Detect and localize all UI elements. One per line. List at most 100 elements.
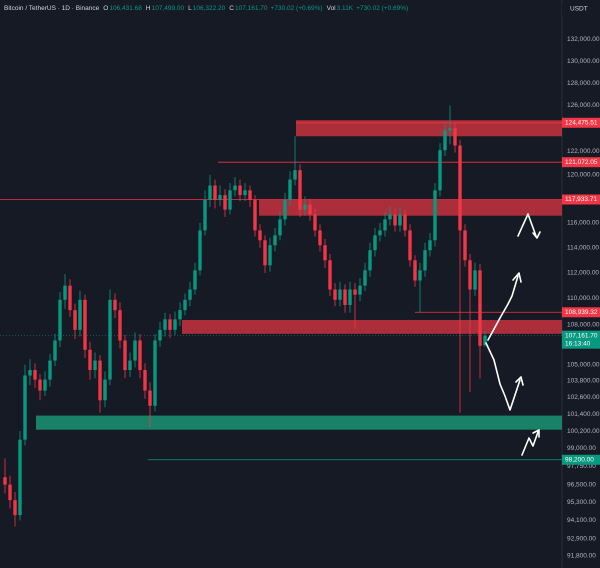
- candle-body: [278, 219, 282, 236]
- zone: [182, 319, 562, 334]
- candle-body: [198, 230, 202, 271]
- candle-body: [63, 285, 67, 300]
- arrow: [485, 342, 521, 411]
- y-tick-label: 126,000.00: [567, 102, 600, 109]
- candle-body: [163, 319, 167, 330]
- candle-body: [73, 310, 77, 330]
- candle-body: [188, 289, 192, 300]
- y-tick-label: 110,000.00: [567, 295, 599, 302]
- y-tick-label: 101,400.00: [567, 411, 600, 418]
- candle-body: [458, 145, 462, 231]
- currency-label: USDT: [570, 6, 588, 13]
- candle-body: [388, 214, 392, 220]
- y-tick-label: 91,800.00: [567, 552, 596, 559]
- levels-layer: [0, 122, 562, 461]
- y-tick-label: 130,000.00: [567, 58, 600, 65]
- candle-body: [8, 484, 12, 501]
- candle-body: [473, 270, 477, 290]
- candle-body: [408, 230, 412, 261]
- candle-body: [258, 230, 262, 241]
- price-axis: 132,000.00 130,000.00 128,000.00 126,000.00…: [562, 36, 600, 559]
- header-text: 107,499.00: [152, 5, 185, 12]
- candle-body: [423, 250, 427, 271]
- header-text: +730.02 (+0.69%): [271, 5, 323, 12]
- header-text: 106,431.68: [109, 5, 142, 12]
- candle-body: [253, 199, 257, 231]
- candle-body: [183, 299, 187, 311]
- candle-body: [353, 289, 357, 295]
- candle-body: [468, 260, 472, 290]
- candle-body: [358, 285, 362, 295]
- candle-body: [148, 390, 152, 406]
- candle-body: [168, 319, 172, 330]
- candle-body: [313, 214, 317, 231]
- candle-body: [158, 329, 162, 341]
- y-tick-label: 95,300.00: [567, 499, 596, 506]
- currency-box: [562, 2, 600, 15]
- candle-body: [143, 370, 147, 391]
- y-tick-label: 114,000.00: [567, 244, 599, 251]
- candle-body: [398, 214, 402, 226]
- candle-body: [13, 500, 17, 516]
- candle-body: [93, 360, 97, 371]
- level-label: 98,200.00: [565, 456, 594, 463]
- candle-body: [43, 379, 47, 391]
- candle-body: [178, 310, 182, 320]
- candle-body: [328, 260, 332, 290]
- candle-body: [203, 199, 207, 231]
- level-label-box: [562, 307, 600, 318]
- candle-body: [368, 250, 372, 271]
- level-label-box: [562, 117, 600, 128]
- y-tick-label: 100,200.00: [567, 428, 600, 435]
- candle-body: [433, 190, 437, 241]
- arrow-head: [532, 429, 540, 438]
- candle-body: [268, 245, 272, 266]
- level-label: 107,161.70: [565, 332, 598, 339]
- candle-body: [103, 379, 107, 401]
- candle-body: [428, 240, 432, 251]
- candle-body: [133, 340, 137, 361]
- candle-body: [343, 289, 347, 305]
- candle-body: [378, 230, 382, 236]
- header-text: 3.11K: [337, 5, 354, 12]
- candle-body: [138, 340, 142, 371]
- countdown-label: 16:13:40: [565, 340, 591, 347]
- candle-body: [318, 230, 322, 246]
- candle-body: [128, 360, 132, 371]
- y-tick-label: 94,100.00: [567, 517, 596, 524]
- candle-body: [453, 128, 457, 146]
- candle-body: [53, 340, 57, 361]
- candles-layer: [3, 105, 487, 527]
- arrow: [521, 431, 539, 456]
- arrow-head: [512, 272, 522, 283]
- candle-body: [483, 335, 487, 346]
- candle-body: [233, 185, 237, 191]
- candle-body: [438, 150, 442, 191]
- y-tick-label: 103,800.00: [567, 378, 600, 385]
- candle-body: [153, 340, 157, 406]
- candle-body: [113, 299, 117, 311]
- y-tick-label: 122,000.00: [567, 148, 600, 155]
- arrow: [517, 213, 537, 237]
- candle-body: [393, 214, 397, 226]
- y-tick-label: 128,000.00: [567, 80, 600, 87]
- header-text: L: [188, 5, 192, 12]
- candle-body: [373, 235, 377, 251]
- candle-body: [293, 170, 297, 180]
- candle-body: [58, 299, 62, 341]
- candle-body: [308, 204, 312, 215]
- candle-body: [228, 190, 232, 210]
- arrow: [487, 275, 519, 341]
- header-text: +730.02 (+0.69%): [356, 5, 408, 12]
- header-text: 107,161.70: [235, 5, 268, 12]
- header-text: O: [103, 5, 108, 12]
- zone: [36, 415, 562, 430]
- candle-body: [273, 235, 277, 246]
- arrow-head: [515, 376, 524, 386]
- candle-body: [3, 477, 7, 485]
- candle-body: [213, 185, 217, 200]
- candle-body: [98, 360, 102, 401]
- candle-body: [348, 289, 352, 305]
- candle-body: [298, 170, 302, 210]
